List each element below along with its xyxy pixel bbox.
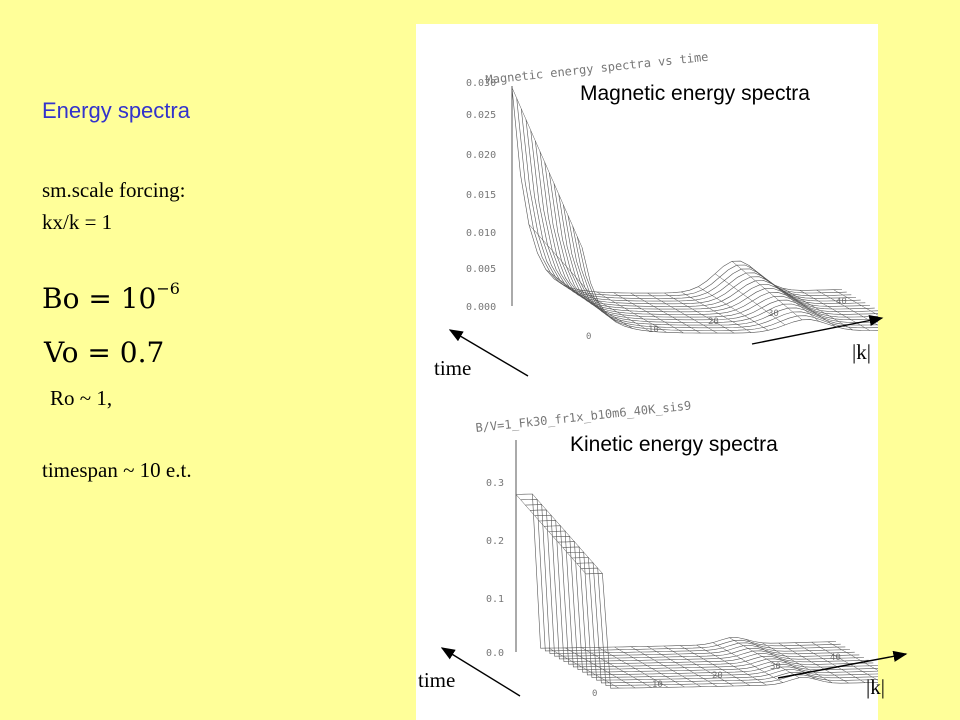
magnetic-y-tick: 0.005 bbox=[466, 264, 496, 275]
magnetic-x-tick: 10 bbox=[648, 325, 659, 335]
timespan-line: timespan ~ 10 e.t. bbox=[42, 458, 192, 482]
surface-wire-line bbox=[681, 291, 752, 333]
surface-wire-line bbox=[520, 498, 841, 652]
kinetic-y-tick: 0.2 bbox=[486, 536, 504, 547]
surface-wire-line bbox=[544, 162, 875, 313]
surface-wire-line bbox=[748, 265, 820, 322]
forcing-value: kx/k = 1 bbox=[42, 210, 113, 234]
surface-wire-line bbox=[539, 520, 860, 662]
surface-wire-line bbox=[696, 644, 767, 686]
surface-wire-line bbox=[511, 87, 583, 248]
magnetic-y-tick: 0.030 bbox=[466, 78, 496, 89]
magnetic-y-tick: 0.010 bbox=[466, 228, 496, 239]
surface-wire-line bbox=[614, 646, 685, 688]
slide-title: Energy spectra bbox=[42, 98, 190, 123]
magnetic-wireframe bbox=[511, 87, 878, 334]
magnetic-y-tick: 0.000 bbox=[466, 302, 496, 313]
kinetic-x-tick: 30 bbox=[770, 662, 781, 672]
kinetic-x-tick: 0 bbox=[592, 689, 597, 699]
magnetic-y-tick: 0.015 bbox=[466, 190, 496, 201]
surface-wire-line bbox=[515, 494, 587, 575]
surface-wire-line bbox=[529, 509, 851, 657]
surface-wire-line bbox=[581, 647, 652, 688]
magnetic-time-label: time bbox=[434, 356, 472, 380]
surface-wire-line bbox=[579, 289, 650, 332]
bo-equation: Bo = 10−6 bbox=[42, 278, 180, 315]
surface-wire-line bbox=[712, 642, 784, 683]
surface-wire-line bbox=[596, 291, 667, 333]
surface-wire-line bbox=[549, 172, 878, 315]
surface-wire-line bbox=[597, 647, 669, 688]
surface-wire-line bbox=[545, 269, 616, 323]
kinetic-y-tick: 0.0 bbox=[486, 648, 504, 659]
surface-wire-line bbox=[581, 567, 878, 686]
magnetic-x-tick: 40 bbox=[836, 297, 847, 307]
surface-wire-line bbox=[630, 292, 701, 334]
surface-wire-line bbox=[576, 562, 878, 684]
surface-wire-line bbox=[511, 87, 843, 294]
vo-equation: Vo = 0.7 bbox=[44, 336, 164, 369]
magnetic-x-tick: 30 bbox=[768, 309, 779, 319]
kinetic-y-ticks: 0.3 0.2 0.1 0.0 bbox=[486, 478, 504, 659]
surface-wire-line bbox=[731, 261, 803, 320]
bo-base: 10 bbox=[120, 282, 157, 315]
surface-wire-line bbox=[630, 646, 702, 687]
kinetic-embedded-title: B/V=1_Fk30_fr1x_b10m6_40K_sis9 bbox=[475, 398, 692, 435]
kinetic-x-tick: 20 bbox=[712, 671, 723, 681]
bo-exponent: −6 bbox=[156, 278, 180, 298]
surface-wire-line bbox=[664, 292, 735, 334]
equals-sign: = bbox=[79, 282, 121, 315]
surface-wire-line bbox=[528, 224, 600, 304]
magnetic-x-tick: 20 bbox=[708, 317, 719, 327]
surface-wire-line bbox=[714, 273, 786, 326]
surface-wire-line bbox=[765, 279, 836, 327]
surface-wire-line bbox=[679, 645, 751, 686]
surface-wire-line bbox=[558, 194, 878, 321]
surface-wire-line bbox=[515, 493, 837, 649]
surface-wire-line bbox=[647, 292, 718, 334]
kinetic-plot-caption: Kinetic energy spectra bbox=[570, 433, 778, 456]
surface-wire-line bbox=[562, 284, 633, 329]
surface-wire-line bbox=[553, 183, 878, 318]
surface-wire-line bbox=[613, 292, 684, 334]
kinetic-y-tick: 0.1 bbox=[486, 594, 504, 605]
surface-wire-line bbox=[565, 647, 636, 689]
surface-wire-line bbox=[525, 119, 857, 302]
magnetic-y-tick: 0.020 bbox=[466, 150, 496, 161]
kinetic-wireframe bbox=[515, 493, 878, 689]
magnetic-plot-caption: Magnetic energy spectra bbox=[580, 82, 810, 105]
magnetic-x-ticks: 0 10 20 30 40 bbox=[586, 297, 847, 342]
vo-symbol: Vo bbox=[44, 336, 79, 369]
forcing-label: sm.scale forcing: bbox=[42, 178, 186, 202]
kinetic-y-tick: 0.3 bbox=[486, 478, 504, 489]
surface-wire-line bbox=[548, 647, 619, 689]
kinetic-k-label: |k| bbox=[866, 675, 885, 699]
surface-wire-line bbox=[535, 140, 866, 307]
plot-panel: Magnetic energy spectra vs time 0.030 0.… bbox=[416, 24, 878, 720]
bo-symbol: Bo bbox=[42, 282, 80, 315]
ro-line: Ro ~ 1, bbox=[50, 386, 113, 410]
magnetic-y-tick: 0.025 bbox=[466, 110, 496, 121]
surface-wire-line bbox=[543, 525, 865, 665]
surface-wire-line bbox=[530, 130, 861, 305]
magnetic-x-tick: 0 bbox=[586, 332, 591, 342]
surface-wire-line bbox=[534, 514, 855, 660]
surface-plots: Magnetic energy spectra vs time 0.030 0.… bbox=[466, 50, 878, 699]
magnetic-k-label: |k| bbox=[852, 340, 871, 364]
surface-wire-line bbox=[794, 642, 866, 683]
surface-wire-line bbox=[532, 493, 603, 574]
kinetic-time-label: time bbox=[418, 668, 456, 692]
surface-wire-line bbox=[647, 646, 718, 687]
surface-wire-line bbox=[833, 289, 878, 316]
surface-wire-line bbox=[585, 573, 878, 689]
surface-wire-line bbox=[539, 151, 871, 310]
vo-value: 0.7 bbox=[119, 336, 165, 369]
surface-wire-line bbox=[525, 504, 846, 654]
surface-wire-line bbox=[548, 530, 869, 668]
equals-sign: = bbox=[78, 336, 120, 369]
surface-wire-line bbox=[663, 645, 734, 687]
magnetic-y-ticks: 0.030 0.025 0.020 0.015 0.010 0.005 0.00… bbox=[466, 78, 496, 313]
